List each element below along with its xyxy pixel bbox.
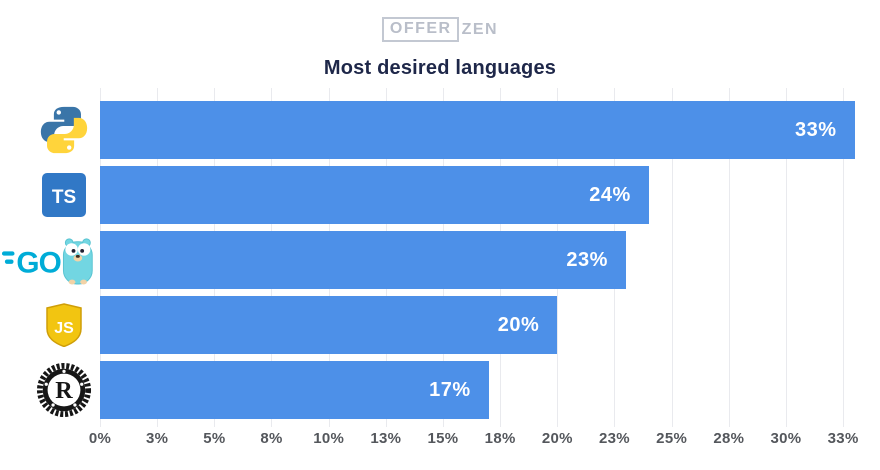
go-logo-svg: GO — [2, 238, 93, 285]
go-icon: GO — [0, 231, 100, 289]
x-tick-label: 3% — [146, 430, 169, 447]
gridline — [671, 88, 673, 427]
gridline — [843, 88, 845, 427]
x-tick-label: 15% — [427, 430, 459, 447]
bar-value-label: 17% — [429, 378, 471, 401]
chart-title: Most desired languages — [323, 57, 557, 79]
bar-row: 33% — [100, 101, 866, 159]
bar-row: 20% — [100, 296, 866, 354]
javascript-logo-svg: JS — [46, 303, 82, 347]
bar-row: 24% — [100, 166, 866, 224]
logo-offer-text: OFFER — [381, 17, 459, 42]
offerzen-logo: OFFER ZEN — [0, 17, 880, 42]
bar-row: 17% — [100, 361, 866, 419]
x-tick-label: 20% — [541, 430, 573, 447]
plot-area: 33% 24% 23% 20% 17% — [100, 88, 866, 427]
bar-value-label: 24% — [589, 183, 631, 206]
bar-python: 33% — [100, 101, 855, 159]
typescript-icon: TS — [14, 166, 114, 224]
rust-logo-svg: R — [36, 362, 92, 418]
bar-value-label: 23% — [566, 248, 608, 271]
rust-icon: R — [14, 361, 114, 419]
typescript-logo-svg: TS — [42, 173, 86, 217]
x-tick-label: 28% — [713, 430, 745, 447]
bar-typescript: 24% — [100, 166, 649, 224]
bar-value-label: 33% — [795, 118, 837, 141]
x-tick-label: 33% — [827, 430, 859, 447]
svg-text:TS: TS — [52, 187, 76, 208]
gridline — [785, 88, 787, 427]
python-logo-svg — [40, 106, 88, 154]
javascript-icon: JS — [14, 296, 114, 354]
svg-text:JS: JS — [54, 320, 74, 337]
x-tick-label: 18% — [484, 430, 516, 447]
x-tick-label: 13% — [370, 430, 402, 447]
bar-row: 23% — [100, 231, 866, 289]
svg-text:GO: GO — [16, 246, 60, 279]
gopher — [62, 238, 93, 285]
x-tick-label: 5% — [203, 430, 226, 447]
bar-javascript: 20% — [100, 296, 558, 354]
gridline — [728, 88, 730, 427]
x-tick-label: 25% — [656, 430, 688, 447]
python-icon — [14, 101, 114, 159]
bar-value-label: 20% — [497, 313, 540, 336]
logo-zen-text: ZEN — [461, 20, 499, 38]
x-tick-label: 10% — [313, 430, 345, 447]
bar-rust: 17% — [100, 361, 489, 419]
x-tick-label: 0% — [88, 430, 112, 447]
x-tick-label: 23% — [599, 430, 630, 447]
x-tick-label: 8% — [260, 430, 283, 447]
svg-text:R: R — [55, 377, 73, 404]
bar-go: 23% — [100, 231, 626, 289]
x-tick-label: 30% — [770, 430, 802, 447]
